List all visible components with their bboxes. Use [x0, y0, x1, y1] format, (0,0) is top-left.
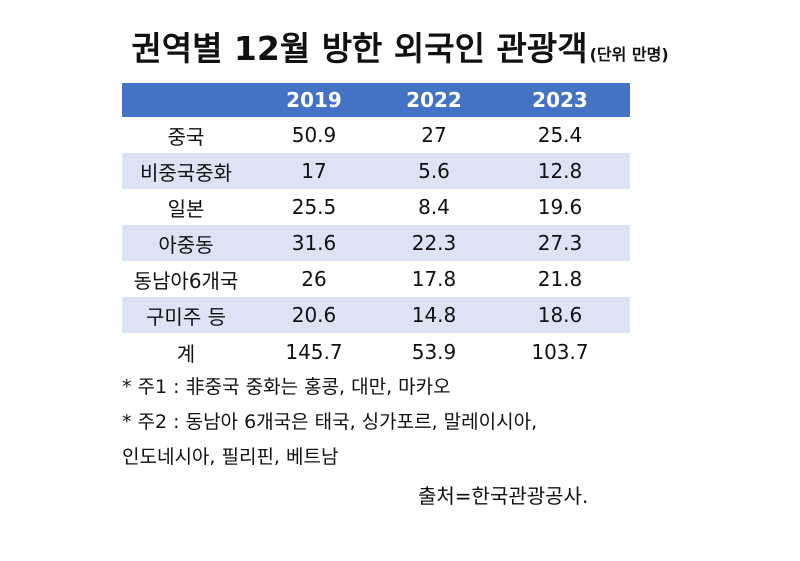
value-cell: 12.8 — [490, 153, 630, 189]
region-cell: 일본 — [167, 196, 205, 221]
table-row: 일본 25.5 8.4 19.6 — [122, 189, 630, 225]
footnote-line: * 주1 : 非중국 중화는 홍콩, 대만, 마카오 — [122, 376, 451, 398]
value-cell: 22.3 — [378, 225, 490, 261]
header-cell — [122, 83, 250, 117]
value-cell: 26 — [301, 267, 327, 291]
region-cell: 아중동 — [122, 225, 250, 261]
page-title: 권역별 12월 방한 외국인 관광객 — [131, 29, 588, 68]
source-credit: 출처=한국관광공사. — [418, 484, 589, 508]
value-cell: 53.9 — [378, 333, 490, 370]
table-row: 아중동 31.6 22.3 27.3 — [122, 225, 630, 261]
visitor-table: 2019 2022 2023 중국 50.9 27 25.4 비중국중화 17 … — [122, 83, 630, 370]
footnote-line: 인도네시아, 필리핀, 베트남 — [122, 446, 339, 468]
region-cell: 비중국중화 — [122, 153, 250, 189]
value-cell: 103.7 — [490, 333, 630, 370]
header-cell: 2023 — [490, 83, 630, 117]
value-cell: 17.8 — [411, 267, 457, 291]
table-row: 동남아6개국 26 17.8 21.8 — [122, 261, 630, 297]
value-cell: 21.8 — [537, 267, 583, 291]
value-cell: 18.6 — [490, 297, 630, 334]
table-row: 중국 50.9 27 25.4 — [122, 117, 630, 153]
value-cell: 20.6 — [250, 297, 378, 334]
region-cell: 구미주 등 — [122, 297, 250, 334]
value-cell: 19.6 — [537, 195, 583, 219]
table-row: 비중국중화 17 5.6 12.8 — [122, 153, 630, 189]
region-cell: 계 — [122, 333, 250, 370]
value-cell: 14.8 — [378, 297, 490, 334]
value-cell: 27 — [421, 123, 447, 147]
table-total-row: 계 145.7 53.9 103.7 — [122, 333, 630, 370]
title-block: 권역별 12월 방한 외국인 관광객 (단위 만명) — [0, 22, 800, 70]
header-cell: 2022 — [378, 83, 490, 117]
header-cell: 2019 — [250, 83, 378, 117]
value-cell: 5.6 — [378, 153, 490, 189]
table-row: 구미주 등 20.6 14.8 18.6 — [122, 297, 630, 334]
footnotes: * 주1 : 非중국 중화는 홍콩, 대만, 마카오 * 주2 : 동남아 6개… — [122, 370, 682, 475]
value-cell: 25.4 — [537, 123, 583, 147]
value-cell: 50.9 — [291, 123, 337, 147]
value-cell: 25.5 — [291, 195, 337, 219]
value-cell: 27.3 — [490, 225, 630, 261]
value-cell: 8.4 — [418, 195, 450, 219]
unit-label: (단위 만명) — [589, 45, 669, 64]
value-cell: 31.6 — [250, 225, 378, 261]
region-cell: 중국 — [167, 124, 205, 149]
region-cell: 동남아6개국 — [133, 268, 239, 293]
footnote-line: * 주2 : 동남아 6개국은 태국, 싱가포르, 말레이시아, — [122, 411, 538, 433]
value-cell: 17 — [250, 153, 378, 189]
value-cell: 145.7 — [250, 333, 378, 370]
table-header-row: 2019 2022 2023 — [122, 83, 630, 117]
